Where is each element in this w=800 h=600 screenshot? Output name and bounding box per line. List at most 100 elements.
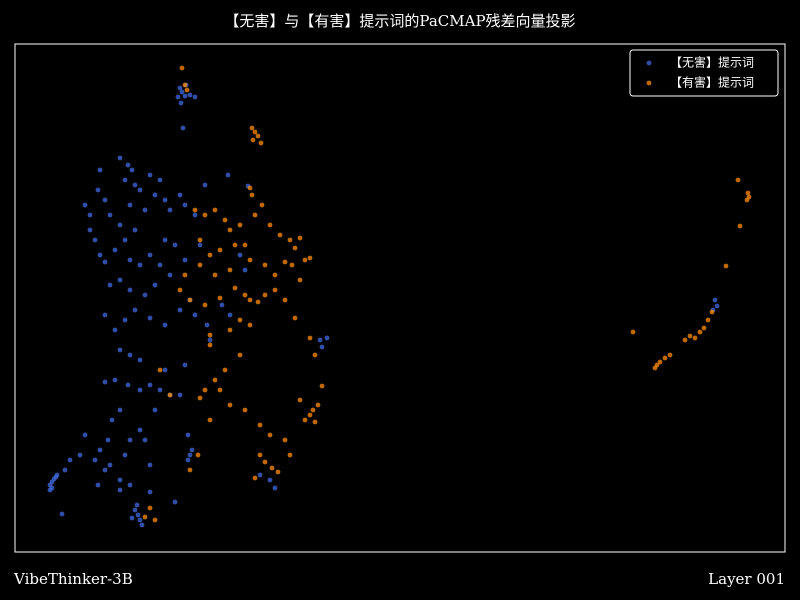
point [167, 272, 173, 278]
point [117, 155, 123, 161]
point [129, 515, 135, 521]
point [117, 347, 123, 353]
point [122, 317, 128, 323]
legend-marker [646, 60, 652, 66]
point [249, 192, 255, 198]
point [137, 357, 143, 363]
point [217, 295, 223, 301]
point [109, 417, 115, 423]
point [324, 335, 330, 341]
point [242, 267, 248, 273]
point [112, 377, 118, 383]
point [204, 322, 210, 328]
point [179, 65, 185, 71]
point [178, 100, 184, 106]
point [237, 252, 243, 258]
point [222, 217, 228, 223]
point [735, 177, 741, 183]
legend-box [629, 49, 779, 97]
point [262, 292, 268, 298]
point [167, 207, 173, 213]
layer-label: Layer 001 [708, 570, 785, 588]
point [307, 255, 313, 261]
point [237, 222, 243, 228]
point [107, 462, 113, 468]
point [184, 87, 190, 93]
point [242, 242, 248, 248]
point [147, 489, 153, 495]
point [289, 262, 295, 268]
point [242, 292, 248, 298]
point [705, 317, 711, 323]
point [134, 502, 140, 508]
point [122, 452, 128, 458]
point [137, 427, 143, 433]
point [177, 307, 183, 313]
point [187, 92, 193, 98]
point [179, 89, 185, 95]
point [97, 252, 103, 258]
point [172, 499, 178, 505]
point [212, 377, 218, 383]
point [67, 457, 73, 463]
point [105, 437, 111, 443]
point [157, 367, 163, 373]
point [227, 327, 233, 333]
point [307, 412, 313, 418]
point [175, 94, 181, 100]
point [227, 267, 233, 273]
point [319, 344, 325, 350]
point [712, 297, 718, 303]
point [202, 302, 208, 308]
point [117, 407, 123, 413]
point [247, 257, 253, 263]
point [297, 235, 303, 241]
point [127, 437, 133, 443]
point [310, 407, 316, 413]
point [252, 212, 258, 218]
point [142, 514, 148, 520]
point [192, 312, 198, 318]
point [137, 187, 143, 193]
point [197, 262, 203, 268]
point [225, 172, 231, 178]
point [162, 367, 168, 373]
point [737, 223, 743, 229]
point [257, 422, 263, 428]
point [232, 242, 238, 248]
legend-label: 【有害】提示词 [670, 75, 754, 90]
point [92, 457, 98, 463]
point [250, 137, 256, 143]
point [177, 287, 183, 293]
point [127, 257, 133, 263]
point [282, 297, 288, 303]
point [185, 457, 191, 463]
point [157, 387, 163, 393]
point [112, 327, 118, 333]
point [122, 177, 128, 183]
point [187, 297, 193, 303]
point [207, 342, 213, 348]
point [137, 262, 143, 268]
point [312, 352, 318, 358]
point [82, 432, 88, 438]
point [227, 312, 233, 318]
point [272, 287, 278, 293]
point [162, 197, 168, 203]
point [277, 232, 283, 238]
point [267, 477, 273, 483]
point [217, 387, 223, 393]
point [217, 247, 223, 253]
point [132, 227, 138, 233]
point [692, 335, 698, 341]
point [77, 452, 83, 458]
point [192, 207, 198, 213]
point [142, 437, 148, 443]
point [258, 140, 264, 146]
point [152, 407, 158, 413]
point [714, 303, 720, 309]
point [137, 517, 143, 523]
point [292, 245, 298, 251]
plot-frame [14, 43, 786, 553]
